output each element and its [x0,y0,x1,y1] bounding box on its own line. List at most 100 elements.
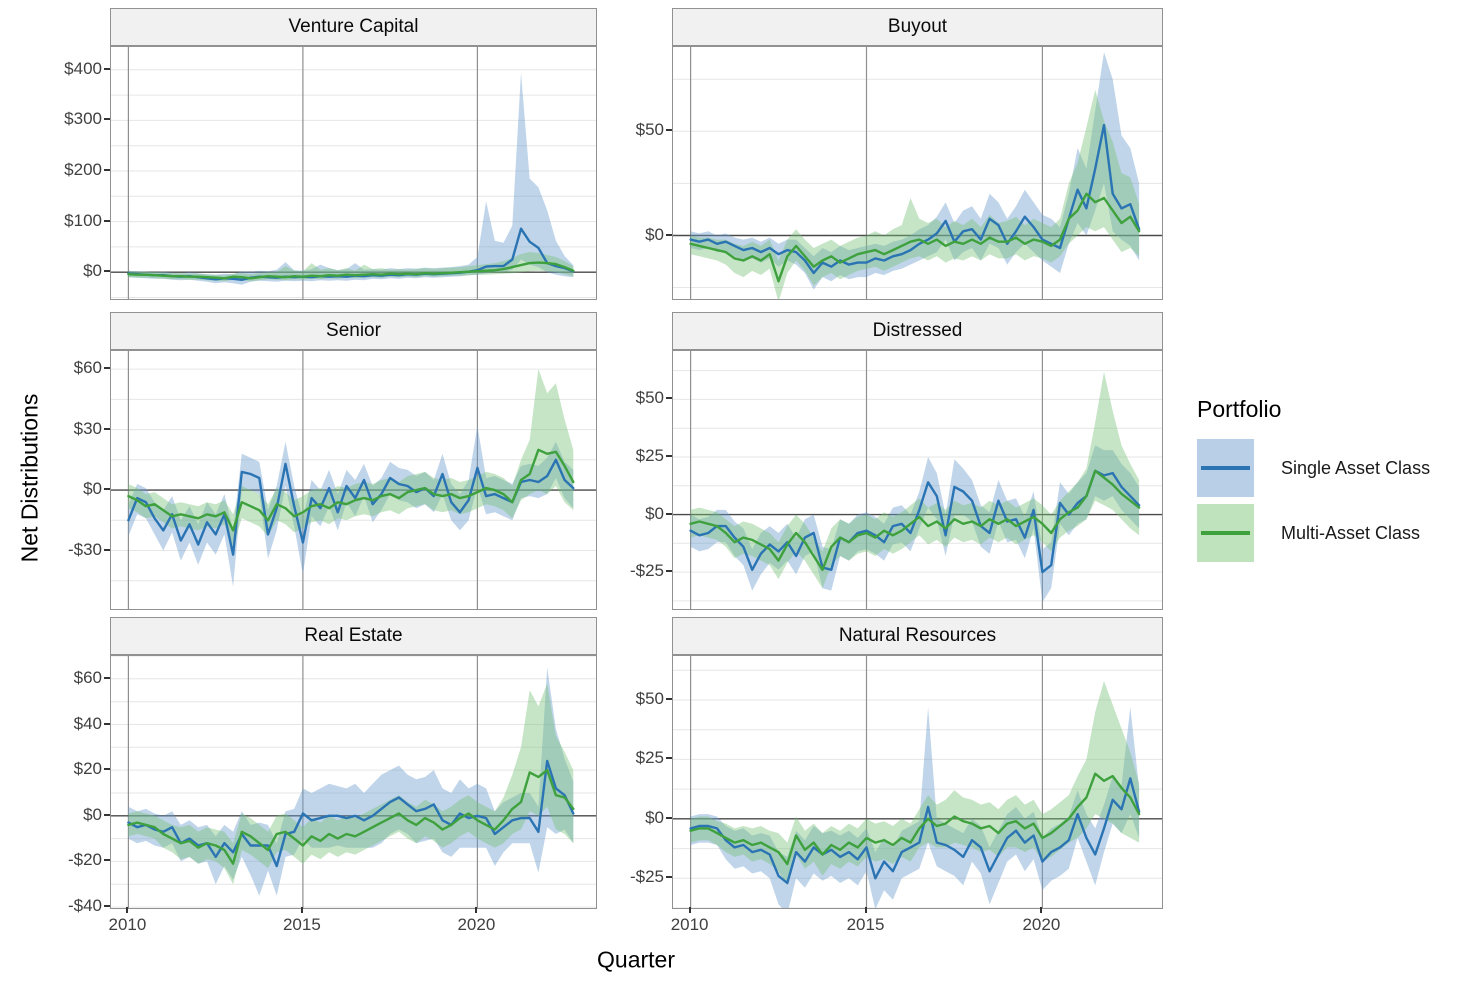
y-tick-mark [666,129,672,132]
panel-canvas [111,47,596,299]
x-tick-mark [300,907,303,913]
facet-distressed: Distressed -$25 $0 $25 $50 [630,312,1163,610]
y-tick-label: $25 [635,748,664,768]
y-tick-label: -$25 [629,561,664,581]
y-tick-mark [666,397,672,400]
y-tick-mark [666,455,672,457]
y-tick-label: $0 [83,804,102,824]
x-tick-label: 2015 [846,915,885,934]
x-axis-title: Quarter [597,946,675,973]
legend-item-multi-asset-class: Multi-Asset Class [1197,504,1484,562]
facet-natural-resources: Natural Resources -$25 $0 $25 $50 2010 2015 20… [630,617,1163,934]
y-tick-label: $300 [64,109,102,129]
legend-title: Portfolio [1197,396,1282,422]
legend-item-single-asset-class: Single Asset Class [1197,439,1484,497]
x-tick-label: 2015 [282,915,321,934]
y-tick-mark [104,722,110,725]
facet-title: Real Estate [304,625,403,646]
y-tick-label: $50 [635,388,664,408]
facet-real-estate: Real Estate -$40 -$20 $0 $20 $40 $60 2010 2015 2… [68,617,597,934]
y-tick-label: $50 [635,120,664,140]
y-tick-mark [104,169,110,171]
single-asset-ribbon-swatch [1197,439,1254,497]
panel-canvas [673,47,1162,299]
y-tick-label: $0 [83,479,102,499]
y-tick-mark [666,876,672,879]
multi-asset-line-swatch [1201,531,1250,535]
facet-title: Venture Capital [288,16,419,37]
legend-label: Single Asset Class [1281,457,1431,478]
facet-strip: Distressed [672,312,1163,350]
y-tick-label: $25 [635,446,664,465]
y-tick-label: -$20 [67,850,102,870]
facet-title: Natural Resources [838,625,997,646]
y-tick-label: $0 [645,503,664,523]
panel-plot-area [110,655,597,909]
y-tick-mark [104,905,110,908]
y-tick-mark [666,233,672,236]
y-tick-mark [104,367,110,370]
x-tick-label: 2020 [1022,915,1061,934]
y-tick-mark [104,67,110,70]
facet-title: Distressed [872,320,963,341]
y-tick-label: $200 [64,160,102,179]
facet-strip: Natural Resources [672,617,1163,655]
y-tick-label: $0 [645,807,664,827]
panel-canvas [673,351,1162,609]
y-tick-mark [104,427,110,430]
facet-buyout: Buyout $0 $50 [636,8,1163,300]
x-tick-mark [864,907,867,913]
x-tick-mark [475,907,478,913]
facet-venture-capital: Venture Capital $0 $100 $200 $300 $400 [64,8,597,300]
x-tick-mark [1040,907,1043,913]
x-tick-label: 2020 [457,915,496,934]
panel-canvas [111,656,596,908]
panel-plot-area [672,655,1163,909]
y-tick-label: -$30 [67,539,102,559]
y-tick-label: $60 [73,358,102,378]
y-tick-label: -$25 [629,867,664,887]
facet-title: Senior [326,320,381,341]
facet-senior: Senior -$30 $0 $30 $60 [68,312,597,610]
y-tick-mark [104,813,110,816]
panel-plot-area [110,46,597,300]
facet-strip: Senior [110,312,597,350]
y-tick-mark [104,270,110,273]
multi-asset-ribbon-swatch [1197,504,1254,562]
legend-label: Multi-Asset Class [1281,522,1421,543]
y-tick-mark [666,570,672,573]
y-tick-mark [666,512,672,515]
facet-strip: Real Estate [110,617,597,655]
x-tick-label: 2010 [108,915,147,934]
y-tick-label: $40 [73,713,102,733]
y-tick-label: $0 [83,261,102,281]
y-tick-mark [104,548,110,551]
y-tick-label: $30 [73,418,102,438]
x-tick-label: 2010 [670,915,709,934]
x-tick-mark [688,907,691,913]
facet-strip: Venture Capital [110,8,597,46]
facet-title: Buyout [887,16,948,37]
y-tick-mark [104,118,110,121]
x-tick-mark [126,907,129,913]
y-tick-label: $100 [64,210,102,230]
panel-canvas [673,656,1162,908]
y-tick-mark [666,698,672,700]
y-tick-label: $400 [64,58,102,78]
y-tick-mark [666,816,672,819]
y-tick-mark [104,768,110,771]
y-tick-label: $60 [73,667,102,687]
panel-canvas [111,351,596,609]
panel-plot-area [672,350,1163,610]
single-asset-line-swatch [1201,466,1250,470]
facet-strip: Buyout [672,8,1163,46]
y-tick-mark [666,757,672,760]
y-tick-mark [104,676,110,679]
y-tick-label: $20 [73,759,102,779]
y-tick-label: $0 [645,224,664,244]
y-tick-label: -$40 [67,896,102,916]
panel-plot-area [672,46,1163,300]
y-tick-label: $50 [635,689,664,708]
y-tick-mark [104,219,110,222]
